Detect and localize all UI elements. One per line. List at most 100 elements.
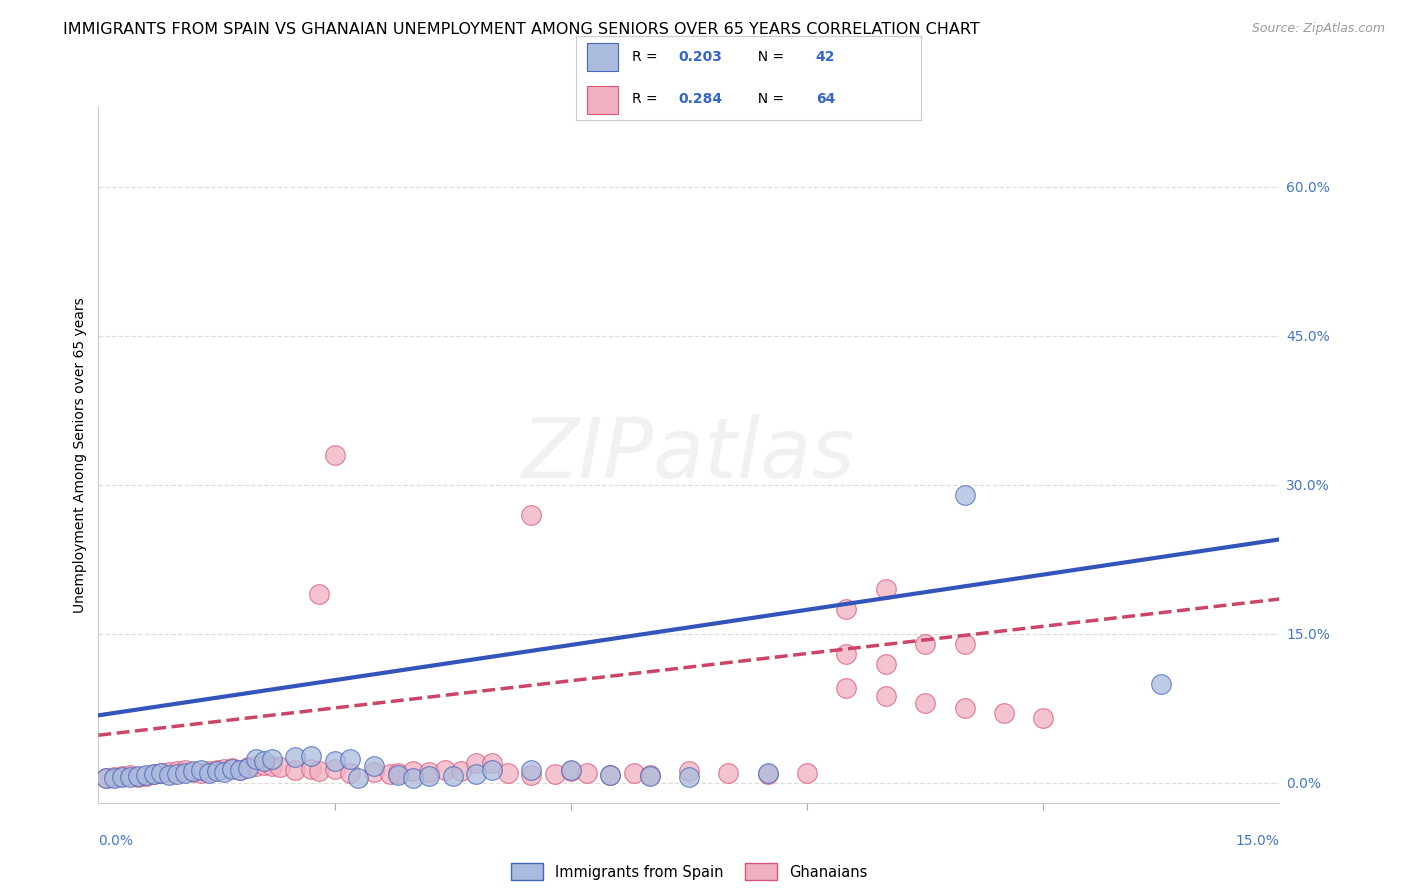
Point (299, 762, 322, 776)
Text: 64: 64 (815, 92, 835, 106)
Point (638, 768, 661, 782)
Point (914, 637, 936, 651)
Point (756, 766, 779, 780)
Bar (586, 44, 617, 71)
Point (339, 752, 361, 766)
Point (402, 771, 425, 785)
Point (135, 768, 157, 782)
Point (111, 770, 134, 784)
Text: R =: R = (631, 92, 662, 106)
Text: 0.284: 0.284 (678, 92, 723, 106)
Point (796, 766, 818, 780)
Point (118, 770, 141, 784)
Point (308, 764, 330, 778)
Point (378, 767, 401, 781)
Point (638, 769, 661, 783)
Point (323, 448, 346, 462)
Text: 0.203: 0.203 (678, 50, 721, 64)
Point (174, 763, 197, 777)
Point (111, 769, 134, 783)
Point (166, 767, 188, 781)
Point (756, 767, 779, 781)
Point (520, 768, 543, 782)
Point (363, 759, 385, 773)
Point (103, 771, 125, 785)
Point (253, 754, 276, 768)
Point (599, 768, 621, 782)
Point (214, 764, 236, 779)
Point (875, 690, 897, 704)
Point (260, 752, 283, 766)
Point (127, 770, 149, 784)
Point (221, 762, 243, 776)
Point (875, 582, 897, 596)
Point (835, 647, 858, 661)
Point (623, 766, 645, 780)
Point (142, 767, 165, 781)
Point (197, 766, 219, 780)
Point (363, 764, 385, 779)
Point (402, 764, 425, 778)
Text: 15.0%: 15.0% (1236, 834, 1279, 848)
Point (190, 763, 212, 777)
Point (1150, 676, 1173, 690)
Point (953, 701, 976, 715)
Point (1032, 711, 1054, 725)
Point (181, 764, 204, 779)
Point (678, 770, 700, 784)
Point (441, 769, 464, 783)
Point (142, 767, 165, 781)
Bar (586, 86, 617, 113)
Point (103, 770, 125, 784)
Point (450, 764, 472, 778)
Point (496, 766, 519, 780)
Point (387, 766, 409, 780)
Point (308, 587, 330, 601)
Text: IMMIGRANTS FROM SPAIN VS GHANAIAN UNEMPLOYMENT AMONG SENIORS OVER 65 YEARS CORRE: IMMIGRANTS FROM SPAIN VS GHANAIAN UNEMPL… (63, 22, 980, 37)
Point (135, 769, 157, 783)
Point (197, 764, 219, 778)
Point (835, 681, 858, 696)
Point (387, 768, 409, 782)
Point (166, 764, 188, 778)
Point (678, 764, 700, 778)
Point (190, 766, 212, 780)
Point (299, 749, 322, 764)
Point (150, 766, 173, 780)
Point (953, 637, 976, 651)
Point (181, 764, 204, 778)
Legend: Immigrants from Spain, Ghanaians: Immigrants from Spain, Ghanaians (505, 857, 873, 886)
Point (520, 508, 543, 522)
Point (835, 602, 858, 616)
Point (157, 768, 180, 782)
Point (236, 760, 259, 774)
Point (260, 759, 283, 773)
Point (221, 761, 243, 775)
Point (953, 488, 976, 502)
Point (245, 759, 267, 773)
Point (245, 752, 267, 766)
Point (347, 771, 370, 785)
Point (205, 764, 228, 778)
Point (284, 750, 307, 764)
Point (875, 657, 897, 671)
Point (575, 766, 598, 780)
Point (418, 769, 440, 783)
Point (339, 766, 361, 780)
Point (157, 764, 180, 779)
Point (481, 763, 503, 777)
Point (127, 769, 149, 783)
Point (599, 768, 621, 782)
Point (520, 763, 543, 777)
Point (433, 763, 456, 777)
Point (229, 763, 252, 777)
Point (544, 767, 567, 781)
Text: R =: R = (631, 50, 662, 64)
Text: ZIPatlas: ZIPatlas (522, 415, 856, 495)
Point (323, 762, 346, 776)
Text: N =: N = (748, 92, 789, 106)
Point (269, 760, 291, 774)
Point (253, 758, 276, 772)
Point (205, 763, 228, 777)
Point (96, 771, 118, 785)
